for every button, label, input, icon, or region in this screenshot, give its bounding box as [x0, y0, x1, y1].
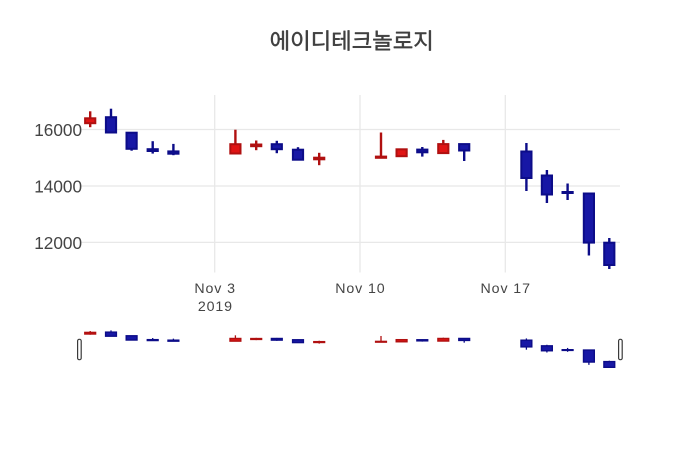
svg-text:12000: 12000: [34, 233, 82, 253]
svg-text:16000: 16000: [34, 120, 82, 140]
svg-text:Nov 3: Nov 3: [194, 281, 236, 297]
svg-text:2019: 2019: [198, 299, 233, 315]
svg-text:Nov 17: Nov 17: [481, 281, 531, 297]
svg-text:Nov 10: Nov 10: [335, 281, 385, 297]
svg-text:14000: 14000: [34, 177, 82, 197]
